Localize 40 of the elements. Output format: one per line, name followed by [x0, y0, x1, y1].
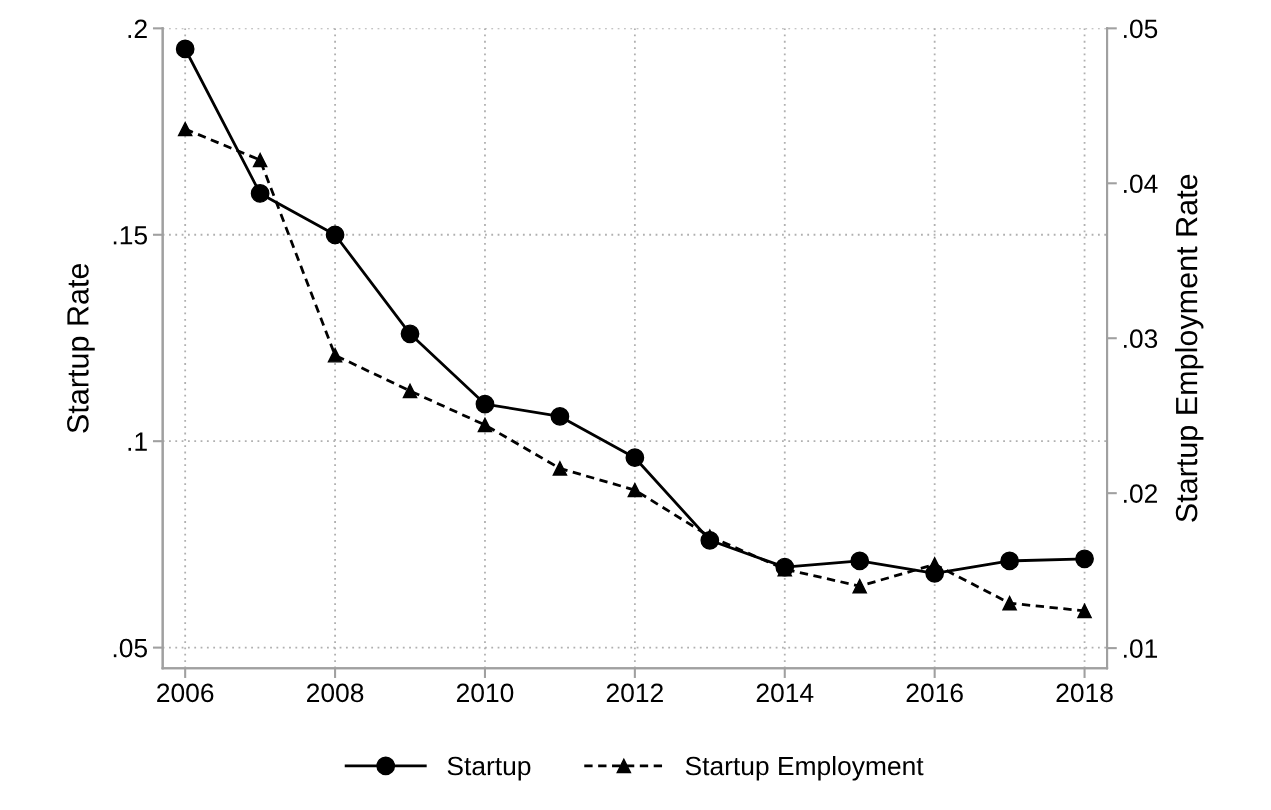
y2-tick-label: .03	[1124, 329, 1158, 349]
point	[400, 324, 420, 344]
point	[552, 461, 568, 476]
y2-tick-label: .04	[1124, 174, 1158, 194]
y2-tick-label: .05	[1124, 19, 1158, 39]
x-tick-label: 2014	[756, 683, 814, 703]
point	[252, 152, 268, 168]
point	[250, 184, 270, 203]
point	[850, 551, 870, 571]
point	[1077, 603, 1092, 619]
x-tick-label: 2008	[307, 683, 364, 703]
y2-axis-title: Startup Employment Rate	[1174, 174, 1204, 522]
x-tick-label: 2012	[606, 683, 663, 703]
x-tick-label: 2010	[456, 683, 514, 703]
y-tick-label: .15	[113, 226, 147, 245]
y2-tick-label: .02	[1124, 484, 1157, 503]
point	[325, 225, 345, 245]
x-tick-label: 2018	[1056, 683, 1113, 703]
point	[550, 407, 570, 426]
y-tick-label: .1	[128, 432, 147, 451]
point	[175, 39, 195, 59]
point	[327, 347, 343, 363]
x-tick-label: 2016	[906, 683, 963, 703]
point	[1000, 551, 1019, 571]
x-tick-label: 2006	[157, 683, 214, 703]
legend-label: Startup Employment	[685, 755, 924, 781]
point	[402, 383, 418, 399]
y2-tick-label: .01	[1124, 639, 1158, 658]
point	[177, 121, 193, 137]
point	[1075, 549, 1094, 569]
legend-label: Startup	[447, 756, 531, 781]
point	[852, 578, 868, 594]
point	[625, 448, 645, 468]
y-tick-label: .2	[128, 19, 147, 38]
point	[477, 417, 493, 433]
point	[475, 394, 495, 414]
point	[627, 482, 643, 498]
point	[1002, 595, 1017, 611]
y-tick-label: .05	[113, 638, 147, 658]
y-axis-title: Startup Rate	[67, 263, 95, 433]
